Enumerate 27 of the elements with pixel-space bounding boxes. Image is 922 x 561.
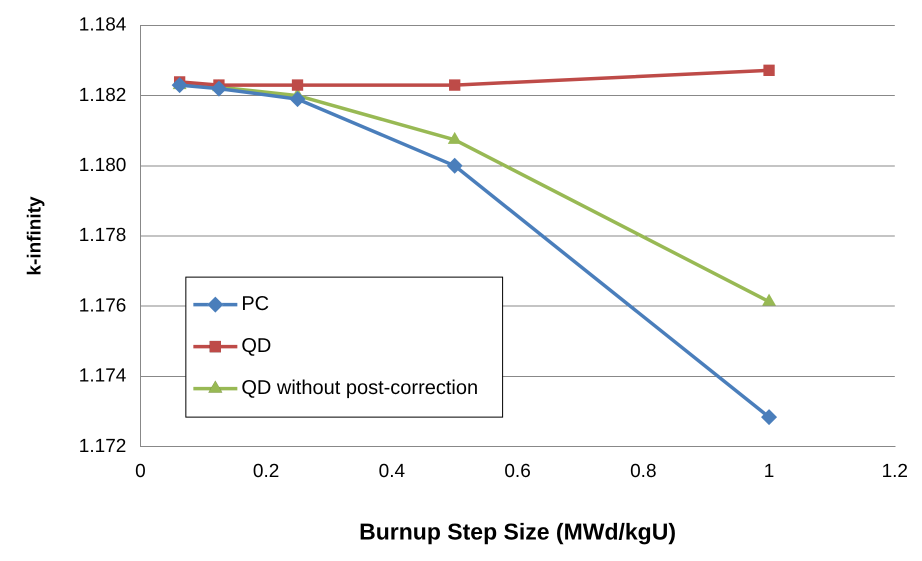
y-tick-label: 1.184 bbox=[78, 14, 127, 36]
point bbox=[210, 80, 227, 97]
y-tick-label: 1.172 bbox=[78, 436, 126, 457]
x-tick-label: 1.2 bbox=[882, 461, 908, 482]
point bbox=[449, 79, 460, 91]
x-tick-label: 0.2 bbox=[252, 461, 280, 482]
x-tick-label: 0.8 bbox=[630, 461, 657, 482]
y-tick-label: 1.182 bbox=[78, 84, 126, 106]
point bbox=[763, 64, 775, 76]
y-tick-label: 1.176 bbox=[78, 295, 126, 316]
point bbox=[292, 79, 304, 91]
x-axis-title: Burnup Step Size (MWd/kgU) bbox=[359, 518, 676, 545]
y-tick-label: 1.174 bbox=[78, 366, 127, 387]
y-axis-title: k-infinity bbox=[24, 196, 46, 276]
y-tick-label: 1.180 bbox=[78, 155, 126, 176]
point bbox=[761, 409, 778, 426]
x-tick-label: 0.6 bbox=[504, 461, 531, 482]
legend-label: PC bbox=[241, 293, 270, 316]
x-tick-label: 0.4 bbox=[378, 461, 406, 482]
x-tick-label: 1 bbox=[764, 461, 774, 482]
legend-label: QD without post-correction bbox=[241, 377, 478, 400]
x-tick-label: 0 bbox=[135, 461, 146, 482]
point bbox=[446, 158, 463, 174]
legend-label: QD bbox=[241, 335, 272, 358]
y-tick-label: 1.178 bbox=[78, 225, 126, 246]
point bbox=[172, 77, 188, 94]
point bbox=[290, 91, 306, 108]
